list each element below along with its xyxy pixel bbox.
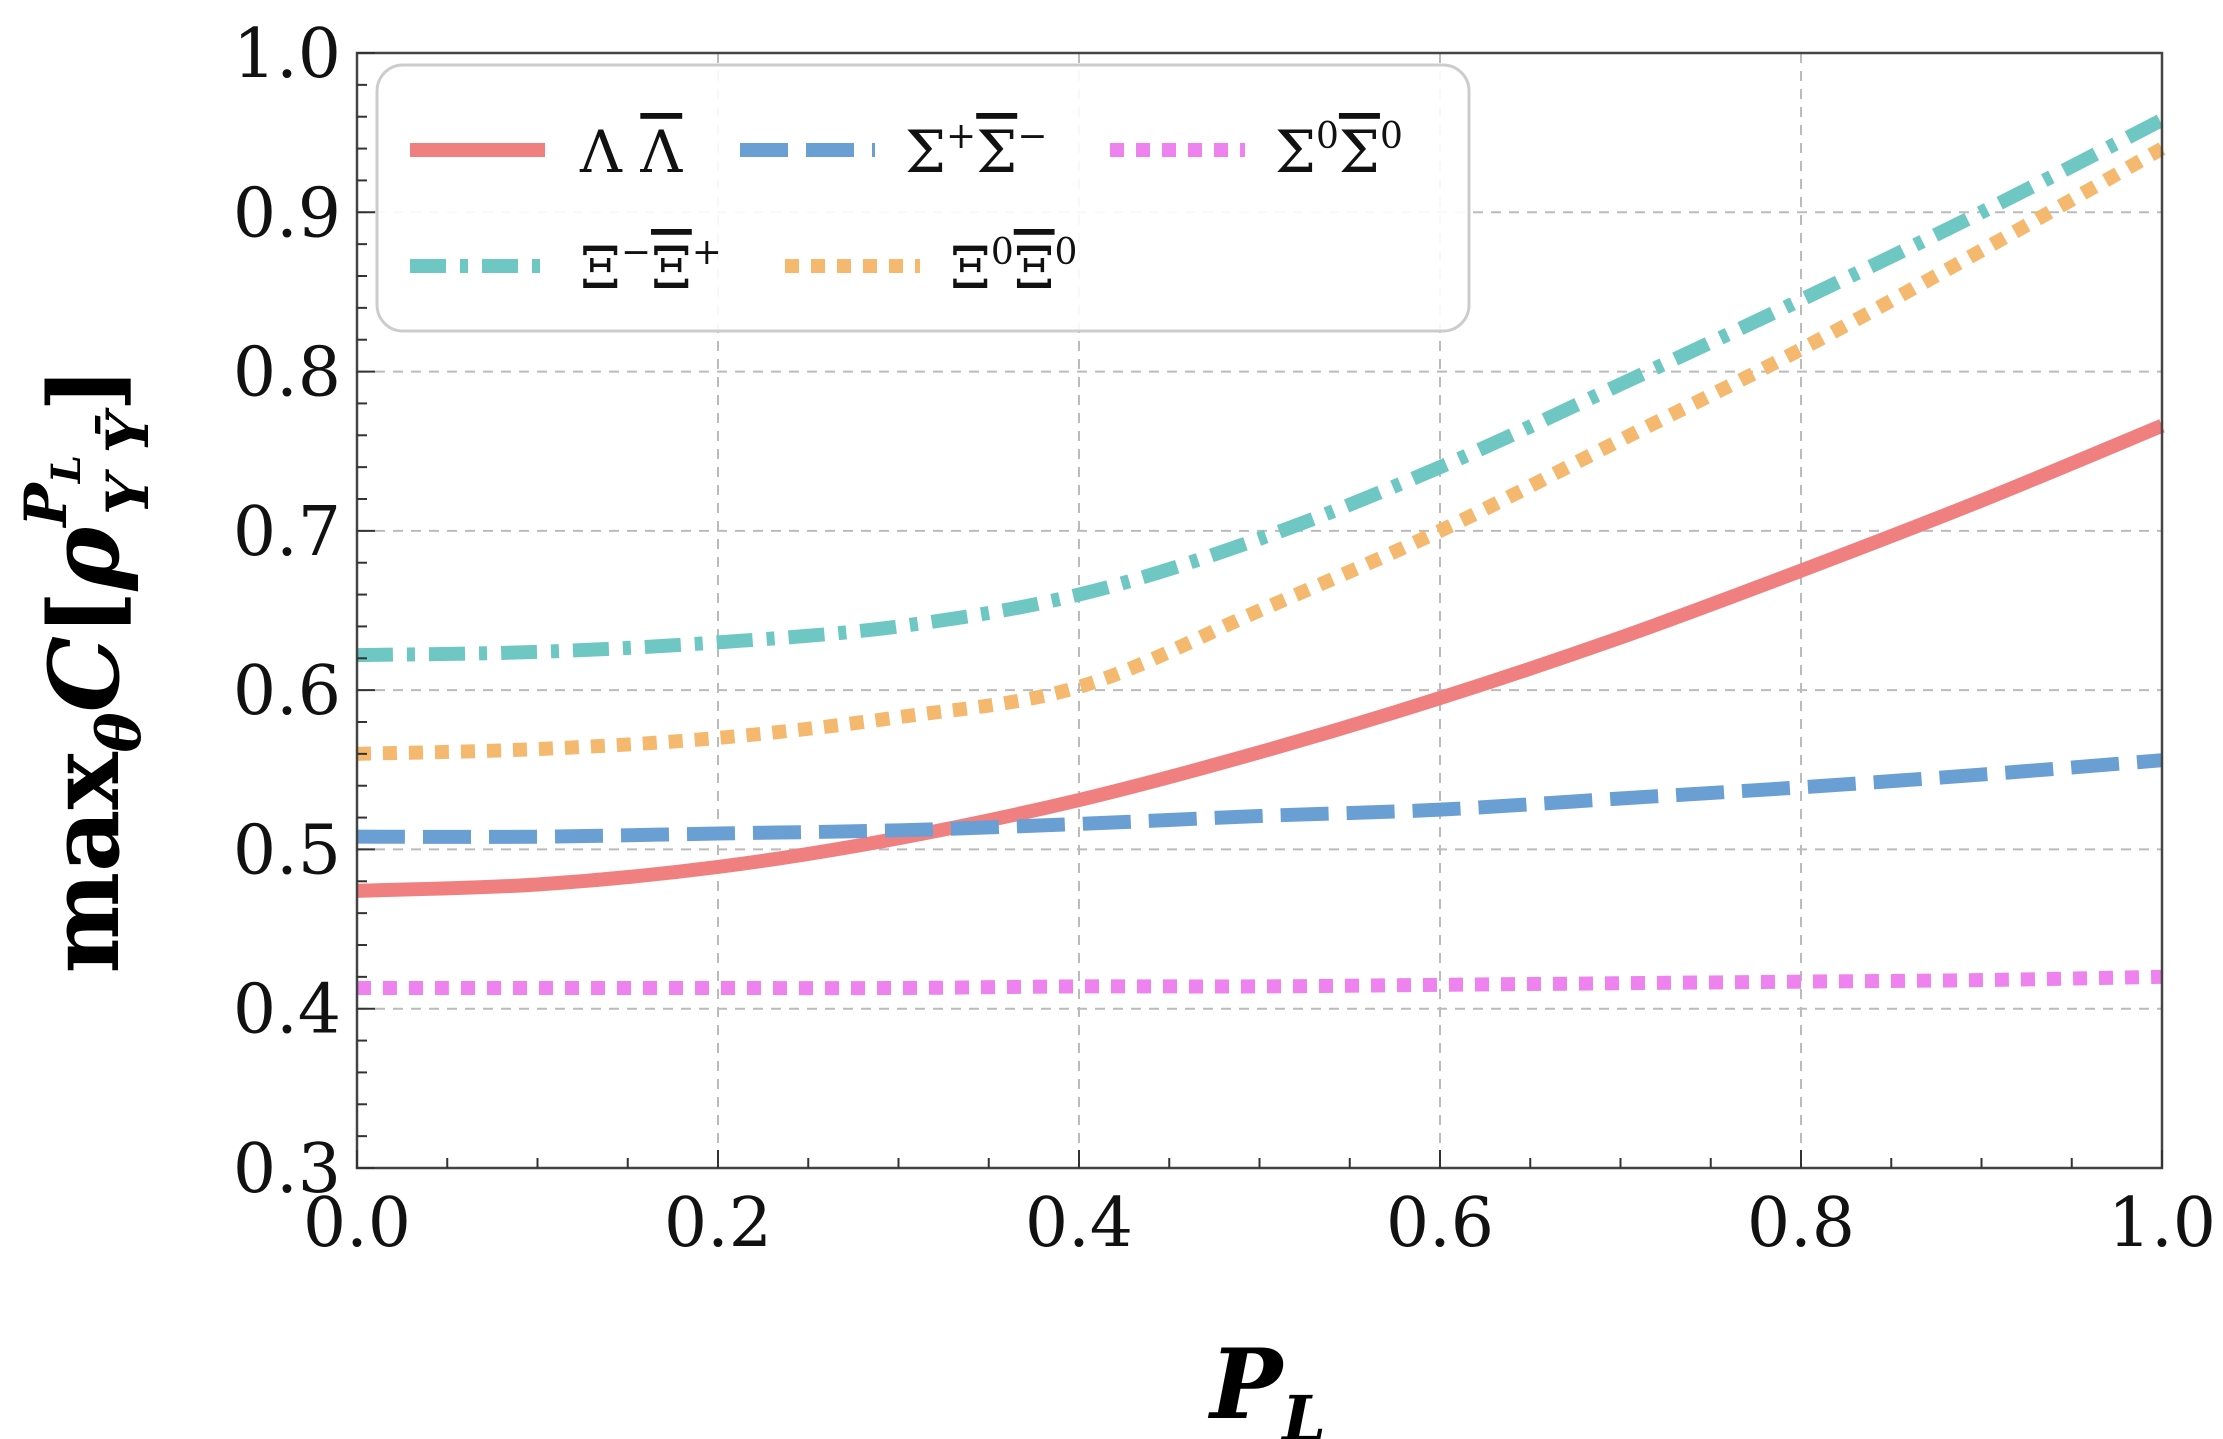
- y-tick-label: 0.7: [233, 493, 341, 572]
- y-tick-label: 0.6: [233, 652, 341, 731]
- y-tick-label: 0.4: [233, 971, 341, 1050]
- x-axis-title: PL: [1207, 1328, 1326, 1439]
- y-tick-label: 0.5: [233, 811, 341, 890]
- y-tick-label: 0.9: [233, 174, 341, 253]
- y-tick-label: 1.0: [233, 15, 341, 94]
- tick-labels: 0.0 0.2 0.4 0.6 0.8 1.0 0.3 0.4 0.5 0.6 0.7 0.8 0.9 1…: [233, 15, 2216, 1263]
- legend-label-3: Ξ−Ξ+: [580, 232, 722, 302]
- legend-label-4: Ξ0Ξ0: [950, 232, 1077, 302]
- series-line-1: [356, 753, 2163, 844]
- x-tick-label: 0.0: [303, 1184, 411, 1263]
- x-tick-label: 1.0: [2108, 1184, 2216, 1263]
- y-tick-label: 0.8: [233, 334, 341, 413]
- y-axis-title: maxθC[ρPLY Ȳ]: [12, 367, 162, 974]
- legend-label-0: Λ Λ: [579, 118, 683, 186]
- x-tick-label: 0.8: [1747, 1184, 1855, 1263]
- legend-label-1: Σ+Σ−: [905, 116, 1047, 186]
- x-tick-label: 0.2: [664, 1184, 772, 1263]
- tick-marks: [356, 52, 2163, 1169]
- x-tick-label: 0.4: [1025, 1184, 1133, 1263]
- series-line-4: [356, 142, 2166, 761]
- legend: Λ Λ Σ+Σ− Σ0Σ0 Ξ−Ξ+ Ξ0Ξ0: [375, 63, 1471, 333]
- legend-label-2: Σ0Σ0: [1275, 116, 1403, 186]
- series-line-0: [356, 419, 2165, 898]
- series-line-3: [356, 113, 2166, 663]
- y-tick-label: 0.3: [233, 1130, 341, 1209]
- series-line-2: [356, 969, 2163, 996]
- legend-box: [375, 63, 1471, 333]
- x-tick-label: 0.6: [1386, 1184, 1494, 1263]
- series-lines: [356, 113, 2166, 996]
